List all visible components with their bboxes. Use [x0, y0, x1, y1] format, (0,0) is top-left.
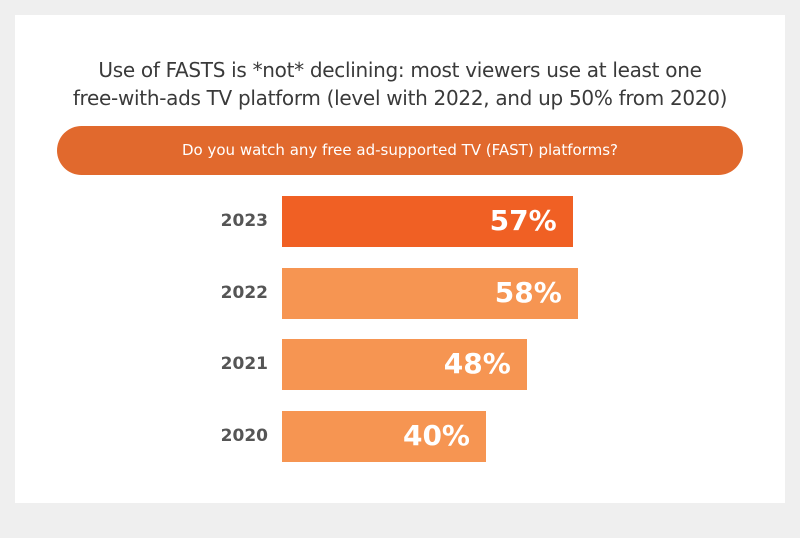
bar-2020 [282, 410, 486, 462]
data-label-2020: 40% [402, 418, 470, 452]
category-label-2020: 2020 [220, 425, 268, 446]
chart-title-line-2: free-with-ads TV platform (level with 20… [72, 86, 728, 110]
bar-2022 [282, 267, 578, 319]
chart-title: Use of FASTS is *not* declining: most vi… [0, 56, 800, 112]
bar-2021 [282, 339, 527, 390]
data-label-2022: 58% [494, 275, 562, 309]
category-label-2022: 2022 [220, 282, 268, 303]
question-banner: Do you watch any free ad-supported TV (F… [57, 126, 743, 175]
chart-title-line-1: Use of FASTS is *not* declining: most vi… [98, 58, 702, 82]
data-label-2023: 57% [489, 204, 557, 237]
category-label-2023: 2023 [220, 211, 268, 231]
data-label-2021: 48% [443, 347, 511, 380]
category-label-2021: 2021 [220, 354, 268, 374]
bar-2023 [282, 196, 573, 247]
